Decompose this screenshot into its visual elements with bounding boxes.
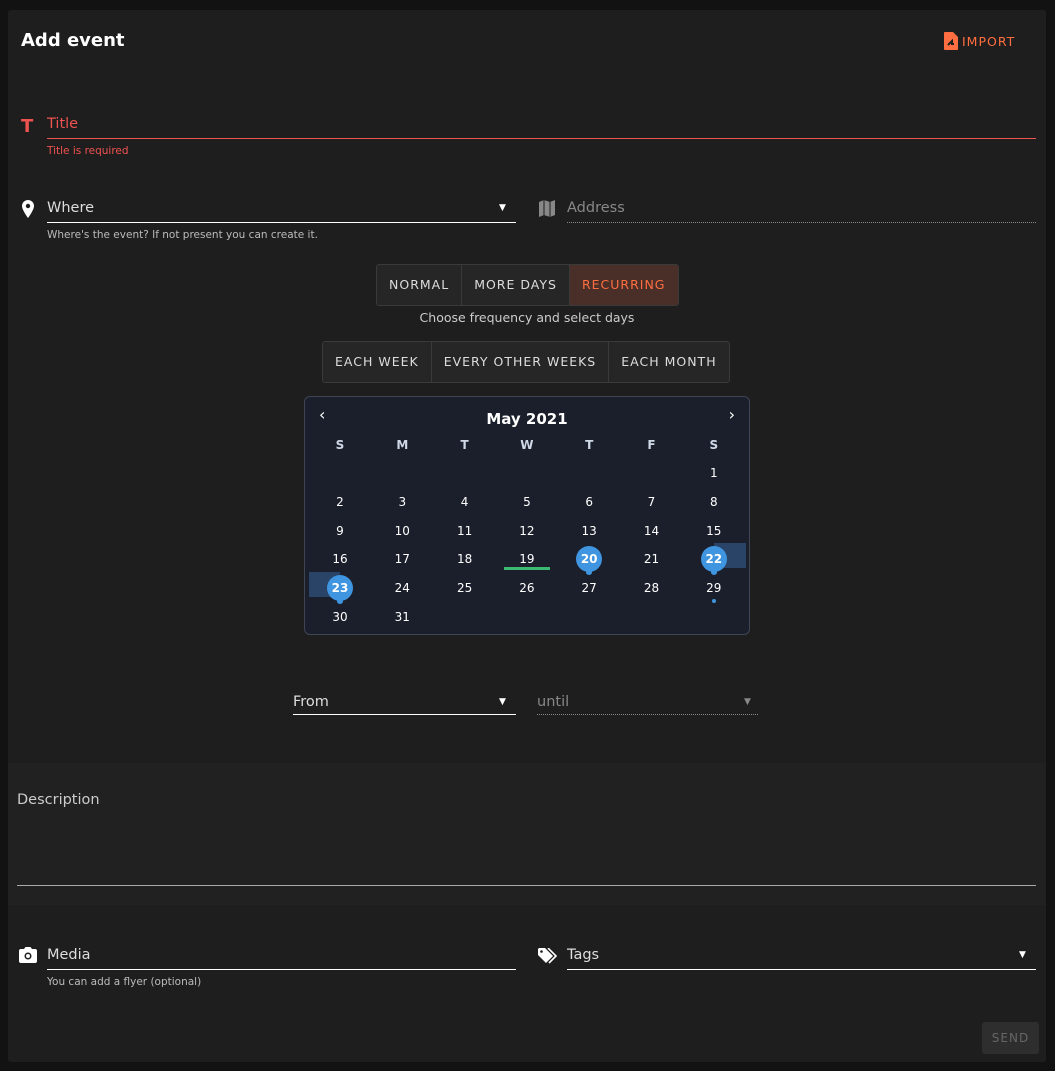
- calendar-day[interactable]: 11: [456, 523, 473, 538]
- calendar-day-selected[interactable]: 20: [576, 546, 603, 576]
- chevron-down-icon[interactable]: ▼: [499, 697, 506, 707]
- title-underline: [47, 138, 1036, 139]
- calendar-day[interactable]: 21: [643, 552, 660, 567]
- chevron-down-icon[interactable]: ▼: [744, 697, 751, 707]
- media-input[interactable]: Media: [47, 947, 91, 963]
- frequency-button-group: EACH WEEK EVERY OTHER WEEKS EACH MONTH: [322, 341, 730, 383]
- calendar-day[interactable]: 13: [581, 523, 597, 538]
- weekday-label: F: [647, 438, 656, 452]
- frequency-hint: Choose frequency and select days: [419, 310, 635, 325]
- description-underline: [17, 885, 1036, 886]
- add-event-dialog: Add event IMPORT T Title Title is requir…: [8, 10, 1046, 1062]
- description-field[interactable]: Description: [8, 763, 1046, 905]
- from-select[interactable]: From: [293, 694, 329, 710]
- mode-button-group: NORMAL MORE DAYS RECURRING: [376, 264, 679, 306]
- calendar-day-selected[interactable]: 22: [700, 546, 727, 576]
- weekday-label: S: [709, 438, 719, 452]
- address-underline: [567, 222, 1036, 223]
- tags-select[interactable]: Tags: [567, 947, 600, 963]
- map-icon: [539, 200, 555, 217]
- weekday-label: W: [520, 438, 534, 452]
- calendar-day[interactable]: 10: [394, 523, 410, 538]
- until-underline: [537, 714, 758, 715]
- send-button[interactable]: SEND: [982, 1022, 1039, 1054]
- calendar-day[interactable]: 25: [456, 581, 473, 596]
- mode-normal-button[interactable]: NORMAL: [377, 265, 463, 305]
- today-indicator: [503, 567, 550, 571]
- until-select[interactable]: until: [537, 694, 570, 710]
- calendar-day[interactable]: 6: [585, 494, 593, 509]
- chevron-down-icon[interactable]: ▼: [499, 203, 506, 213]
- description-label: Description: [17, 792, 100, 808]
- where-select[interactable]: Where: [47, 200, 95, 216]
- media-underline: [47, 969, 516, 970]
- each-month-button[interactable]: EACH MONTH: [609, 342, 729, 382]
- calendar-day[interactable]: 2: [336, 494, 344, 509]
- calendar-day[interactable]: 29: [706, 581, 722, 596]
- calendar-day-selected[interactable]: 23: [327, 575, 353, 605]
- calendar-day[interactable]: 31: [394, 610, 410, 624]
- import-button[interactable]: IMPORT: [944, 32, 1015, 50]
- calendar-day[interactable]: 15: [706, 523, 722, 538]
- calendar-day[interactable]: 8: [709, 494, 718, 509]
- calendar-day[interactable]: 30: [332, 610, 348, 624]
- calendar-day[interactable]: 26: [519, 581, 535, 596]
- media-hint: You can add a flyer (optional): [47, 976, 202, 988]
- chevron-down-icon[interactable]: ▼: [1019, 950, 1026, 960]
- calendar-day[interactable]: 18: [456, 552, 473, 567]
- mode-more-days-button[interactable]: MORE DAYS: [462, 265, 570, 305]
- where-underline: [47, 222, 516, 223]
- tags-underline: [567, 969, 1036, 970]
- calendar-month: May 2021: [486, 410, 568, 428]
- calendar-day[interactable]: 7: [647, 494, 656, 509]
- from-underline: [293, 714, 516, 715]
- weekday-label: T: [460, 438, 469, 452]
- calendar-day[interactable]: 24: [394, 581, 410, 596]
- calendar-day[interactable]: 27: [581, 581, 597, 596]
- weekday-label: S: [335, 438, 345, 452]
- calendar-day[interactable]: 5: [523, 494, 531, 509]
- calendar-day[interactable]: 3: [398, 494, 407, 509]
- tags-icon: [538, 948, 558, 964]
- calendar-day[interactable]: 9: [336, 523, 344, 538]
- mode-recurring-button[interactable]: RECURRING: [569, 265, 678, 305]
- where-hint: Where's the event? If not present you ca…: [47, 229, 318, 241]
- every-other-weeks-button[interactable]: EVERY OTHER WEEKS: [431, 342, 610, 382]
- page-title: Add event: [21, 30, 125, 51]
- address-input[interactable]: Address: [567, 200, 625, 216]
- calendar-day[interactable]: 14: [643, 523, 660, 538]
- calendar-day[interactable]: 1: [709, 466, 718, 480]
- file-import-icon: [944, 32, 958, 50]
- calendar: ‹ › May 2021 S M T W T F S 1 2 3 4 5 6 7 8 9 10 11 12 13 14 1…: [304, 396, 750, 635]
- weekday-label: M: [396, 438, 409, 452]
- each-week-button[interactable]: EACH WEEK: [323, 342, 432, 382]
- calendar-day[interactable]: 16: [332, 552, 348, 567]
- calendar-day[interactable]: 28: [643, 581, 660, 596]
- camera-icon: [19, 947, 37, 963]
- import-label: IMPORT: [962, 33, 1016, 49]
- title-error: Title is required: [47, 145, 129, 157]
- chevron-right-icon[interactable]: ›: [728, 405, 735, 424]
- title-input[interactable]: Title: [47, 116, 79, 132]
- calendar-day[interactable]: 4: [460, 494, 469, 509]
- text-icon: T: [21, 116, 34, 137]
- map-pin-icon: [22, 200, 34, 218]
- chevron-left-icon[interactable]: ‹: [319, 405, 326, 424]
- calendar-day[interactable]: 12: [519, 523, 535, 538]
- calendar-day[interactable]: 19: [519, 552, 535, 567]
- weekday-label: T: [585, 438, 594, 452]
- calendar-day[interactable]: 17: [394, 552, 410, 567]
- event-dot: [711, 599, 716, 604]
